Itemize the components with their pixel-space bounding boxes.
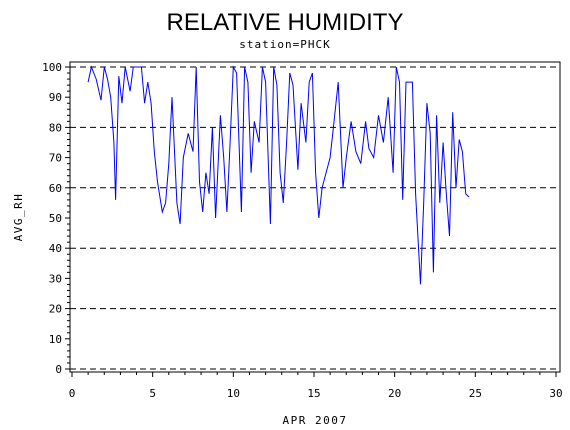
x-tick-label-0: 0 bbox=[69, 387, 76, 400]
plot-frame bbox=[69, 61, 561, 373]
y-tick-label-30: 30 bbox=[49, 272, 62, 285]
x-tick-label-30: 30 bbox=[549, 387, 562, 400]
y-tick-label-100: 100 bbox=[42, 61, 62, 74]
y-tick-label-20: 20 bbox=[49, 303, 62, 316]
chart-subtitle: station=PHCK bbox=[239, 38, 330, 51]
y-tick-label-10: 10 bbox=[49, 333, 62, 346]
y-tick-label-60: 60 bbox=[49, 182, 62, 195]
x-axis: 0 5 10 15 20 25 30 bbox=[69, 372, 563, 400]
x-tick-label-5: 5 bbox=[149, 387, 156, 400]
x-axis-label: APR 2007 bbox=[283, 414, 348, 427]
y-tick-label-0: 0 bbox=[55, 363, 62, 376]
y-tick-label-70: 70 bbox=[49, 152, 62, 165]
x-tick-label-10: 10 bbox=[227, 387, 240, 400]
chart-title: RELATIVE HUMIDITY bbox=[167, 9, 404, 36]
x-tick-label-20: 20 bbox=[388, 387, 401, 400]
y-tick-label-90: 90 bbox=[49, 91, 62, 104]
y-tick-label-40: 40 bbox=[49, 242, 62, 255]
y-axis: 0 10 20 30 40 50 60 70 80 90 100 bbox=[42, 61, 70, 376]
y-tick-label-50: 50 bbox=[49, 212, 62, 225]
x-tick-label-25: 25 bbox=[469, 387, 482, 400]
gridlines bbox=[70, 66, 560, 370]
x-tick-label-15: 15 bbox=[307, 387, 320, 400]
series-line-avg-rh bbox=[87, 65, 470, 285]
y-axis-label: AVG_RH bbox=[12, 193, 25, 242]
y-tick-label-80: 80 bbox=[49, 121, 62, 134]
